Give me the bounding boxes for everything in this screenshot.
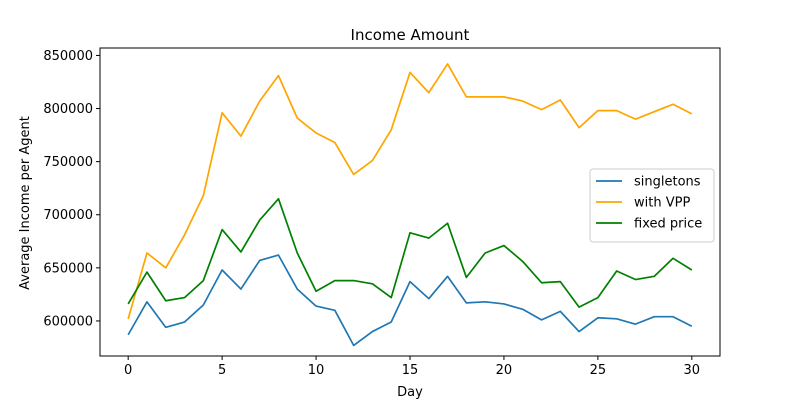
x-tick-label: 10 <box>308 363 325 378</box>
x-tick-label: 15 <box>402 363 419 378</box>
y-tick-label: 800000 <box>43 102 93 117</box>
y-tick-label: 650000 <box>43 261 93 276</box>
x-axis-label: Day <box>397 385 423 400</box>
y-tick-label: 750000 <box>43 155 93 170</box>
y-axis-label: Average Income per Agent <box>18 116 33 290</box>
legend-label: fixed price <box>634 217 702 232</box>
x-tick-label: 5 <box>218 363 226 378</box>
series-line-with-vpp <box>127 63 693 320</box>
y-tick-label: 700000 <box>43 208 93 223</box>
x-tick-label: 20 <box>496 363 513 378</box>
series-line-fixed-price <box>127 197 693 308</box>
y-tick-label: 850000 <box>43 49 93 64</box>
x-tick-label: 0 <box>124 363 132 378</box>
y-tick-label: 600000 <box>43 314 93 329</box>
legend: singletons with VPP fixed price <box>589 168 715 243</box>
plot-frame <box>99 47 721 357</box>
chart-title: Income Amount <box>351 26 470 44</box>
x-tick-label: 30 <box>684 363 701 378</box>
ticks-layer: 0 5 10 15 20 25 30 600000 650000 700000 750000 8000… <box>43 49 700 378</box>
series-line-singletons <box>127 254 693 347</box>
x-tick-label: 25 <box>590 363 607 378</box>
legend-label: with VPP <box>634 196 690 211</box>
series-layer <box>127 63 693 347</box>
legend-label: singletons <box>634 175 701 190</box>
